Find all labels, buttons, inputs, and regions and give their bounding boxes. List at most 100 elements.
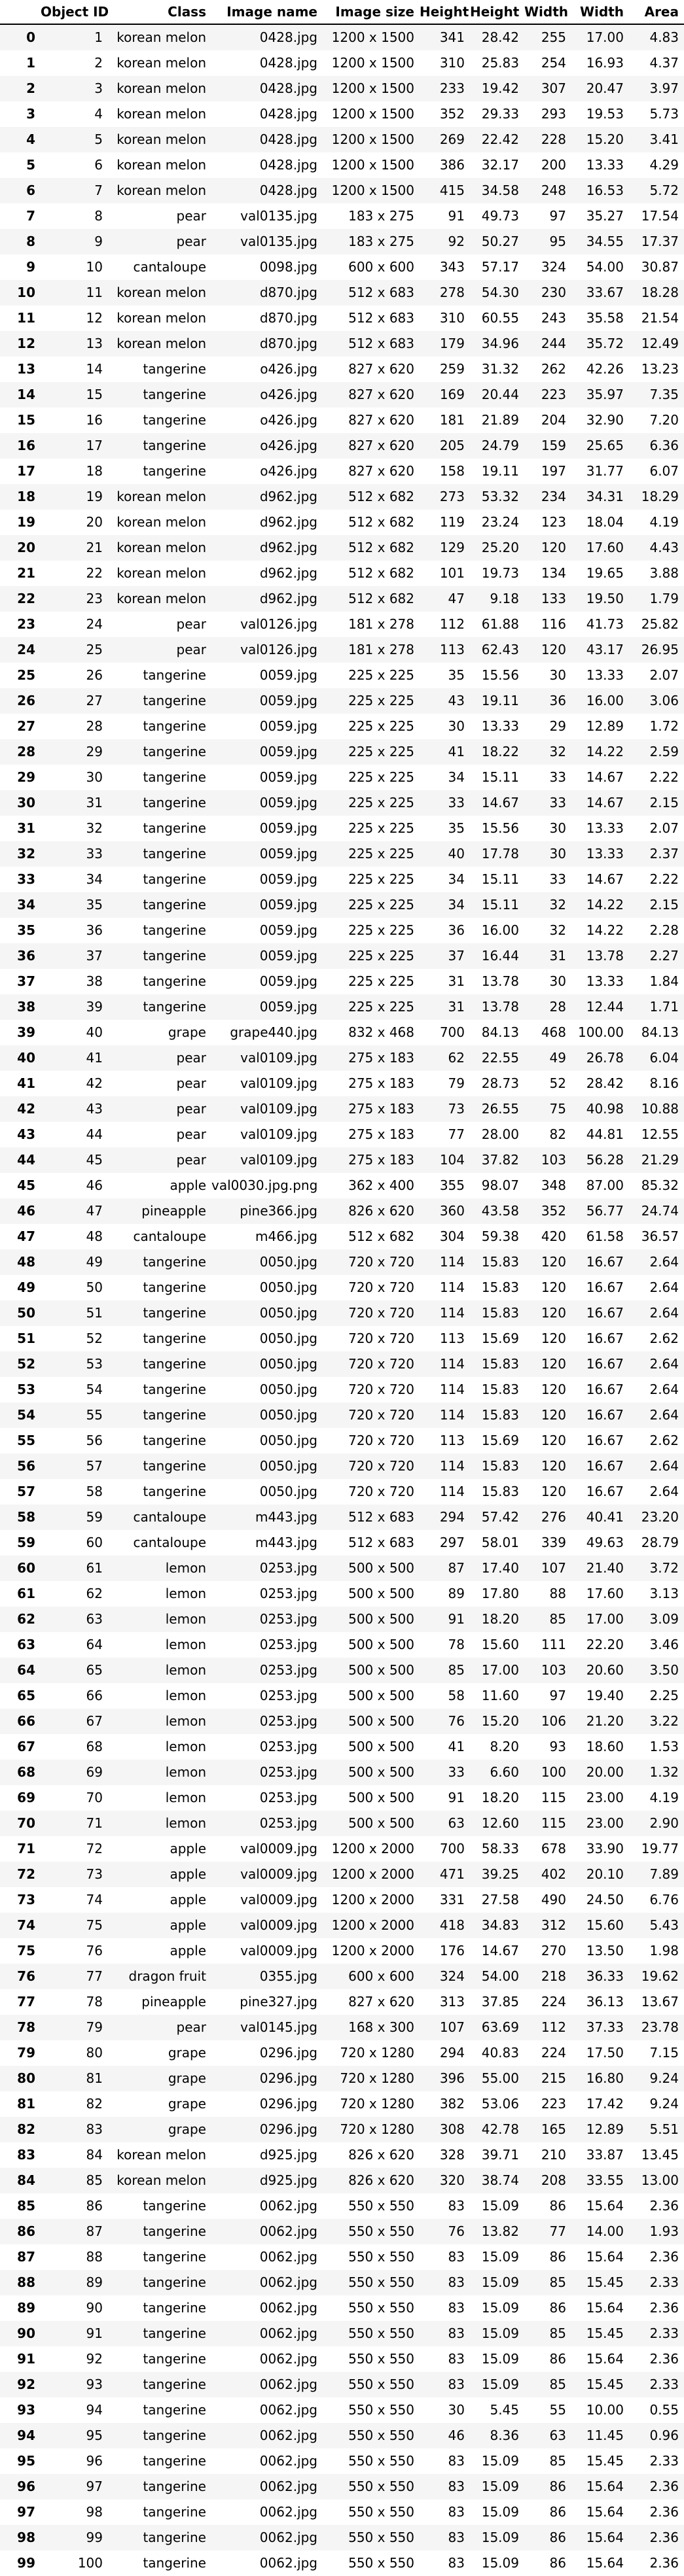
cell-object-id: 90	[86, 2300, 103, 2316]
cell-image-name: 0428.jpg	[259, 131, 317, 147]
cell-height-pct: 19.11	[481, 693, 519, 708]
cell-object-id: 9	[94, 234, 103, 249]
row-index: 48	[17, 1254, 35, 1270]
cell-image-size: 550 x 550	[348, 2249, 414, 2265]
cell-height-px: 35	[448, 667, 465, 683]
cell-class: grape	[168, 1024, 206, 1040]
cell-image-name: val0009.jpg	[240, 1892, 317, 1907]
cell-width-px: 120	[541, 1279, 566, 1295]
table-body: 0 1 korean melon 0428.jpg 1200 x 1500 341 28.4…	[0, 24, 684, 2576]
table-row: 74 75 apple val0009.jpg 1200 x 2000 418 34.83 3…	[0, 1913, 684, 1938]
cell-image-size: 1200 x 2000	[331, 1866, 414, 1882]
table-row: 18 19 korean melon d962.jpg 512 x 682 273 53.3…	[0, 484, 684, 510]
cell-width-pct: 19.53	[586, 106, 624, 122]
table-row: 32 33 tangerine 0059.jpg 225 x 225 40 17.78 30 1…	[0, 841, 684, 867]
cell-width-px: 115	[541, 1815, 566, 1831]
cell-image-name: d870.jpg	[259, 336, 317, 351]
row-index: 55	[17, 1433, 35, 1448]
row-index: 85	[17, 2198, 35, 2214]
cell-image-name: 0059.jpg	[259, 973, 317, 989]
cell-width-pct: 14.22	[586, 922, 624, 938]
cell-class: tangerine	[143, 744, 206, 759]
cell-image-size: 1200 x 1500	[331, 80, 414, 96]
cell-object-id: 61	[86, 1560, 103, 1576]
cell-area: 2.62	[649, 1433, 679, 1448]
cell-height-px: 46	[448, 2428, 465, 2443]
cell-width-pct: 15.64	[586, 2300, 624, 2316]
cell-width-px: 208	[541, 2172, 566, 2188]
cell-height-px: 77	[448, 1126, 465, 1142]
table-row: 52 53 tangerine 0050.jpg 720 x 720 114 15.83 12…	[0, 1351, 684, 1377]
cell-width-px: 93	[549, 1739, 566, 1754]
cell-image-size: 1200 x 2000	[331, 1917, 414, 1933]
cell-image-size: 512 x 683	[348, 310, 414, 326]
cell-area: 12.49	[641, 336, 679, 351]
cell-image-name: 0296.jpg	[259, 2121, 317, 2137]
table-row: 70 71 lemon 0253.jpg 500 x 500 63 12.60 115 23.0…	[0, 1811, 684, 1836]
cell-image-name: 0050.jpg	[259, 1484, 317, 1499]
cell-class: tangerine	[143, 897, 206, 913]
row-index: 86	[17, 2223, 35, 2239]
cell-image-size: 550 x 550	[348, 2479, 414, 2494]
cell-height-pct: 19.73	[481, 565, 519, 581]
cell-height-pct: 39.25	[481, 1866, 519, 1882]
row-index: 97	[17, 2504, 35, 2520]
cell-image-size: 550 x 550	[348, 2274, 414, 2290]
cell-image-name: 0059.jpg	[259, 667, 317, 683]
cell-height-px: 83	[448, 2249, 465, 2265]
cell-image-size: 550 x 550	[348, 2402, 414, 2418]
table-row: 29 30 tangerine 0059.jpg 225 x 225 34 15.11 33 1…	[0, 765, 684, 790]
cell-height-pct: 15.11	[481, 871, 519, 887]
cell-height-px: 83	[448, 2376, 465, 2392]
cell-height-px: 205	[439, 438, 465, 453]
cell-width-px: 165	[541, 2121, 566, 2137]
cell-object-id: 98	[86, 2504, 103, 2520]
cell-height-pct: 37.85	[481, 1994, 519, 2010]
cell-image-name: d962.jpg	[259, 489, 317, 504]
cell-image-size: 168 x 300	[348, 2019, 414, 2035]
cell-height-px: 308	[439, 2121, 465, 2137]
cell-area: 1.71	[649, 999, 679, 1015]
cell-width-px: 30	[549, 667, 566, 683]
cell-area: 7.89	[649, 1866, 679, 1882]
cell-height-px: 310	[439, 55, 465, 71]
cell-class: korean melon	[117, 285, 206, 300]
table-row: 17 18 tangerine o426.jpg 827 x 620 158 19.11 19…	[0, 459, 684, 484]
cell-width-px: 103	[541, 1152, 566, 1168]
cell-class: tangerine	[143, 2198, 206, 2214]
cell-image-size: 500 x 500	[348, 1688, 414, 1703]
cell-width-pct: 14.67	[586, 769, 624, 785]
cell-image-size: 225 x 225	[348, 769, 414, 785]
cell-object-id: 34	[86, 871, 103, 887]
cell-image-name: 0253.jpg	[259, 1662, 317, 1678]
cell-area: 2.36	[649, 2249, 679, 2265]
cell-area: 3.97	[649, 80, 679, 96]
row-index: 47	[17, 1228, 35, 1244]
table-row: 10 11 korean melon d870.jpg 512 x 683 278 54.3…	[0, 280, 684, 305]
cell-class: tangerine	[143, 795, 206, 810]
cell-width-px: 75	[549, 1101, 566, 1117]
cell-height-pct: 55.00	[481, 2070, 519, 2086]
cell-height-px: 700	[439, 1024, 465, 1040]
cell-height-px: 89	[448, 1586, 465, 1601]
column-header-height-px: Height	[420, 0, 470, 25]
cell-area: 7.20	[649, 412, 679, 428]
row-index: 62	[17, 1611, 35, 1627]
cell-area: 5.51	[649, 2121, 679, 2137]
cell-image-size: 550 x 550	[348, 2300, 414, 2316]
cell-height-pct: 15.83	[481, 1254, 519, 1270]
cell-area: 2.90	[649, 1815, 679, 1831]
cell-class: tangerine	[143, 1279, 206, 1295]
cell-area: 13.00	[641, 2172, 679, 2188]
cell-image-name: 0428.jpg	[259, 183, 317, 198]
cell-width-pct: 13.33	[586, 973, 624, 989]
cell-image-name: m443.jpg	[255, 1509, 317, 1525]
cell-area: 2.22	[649, 871, 679, 887]
row-index: 95	[17, 2453, 35, 2469]
cell-image-size: 720 x 720	[348, 1254, 414, 1270]
cell-width-px: 36	[549, 693, 566, 708]
cell-object-id: 66	[86, 1688, 103, 1703]
cell-object-id: 55	[86, 1407, 103, 1423]
cell-class: tangerine	[143, 361, 206, 377]
